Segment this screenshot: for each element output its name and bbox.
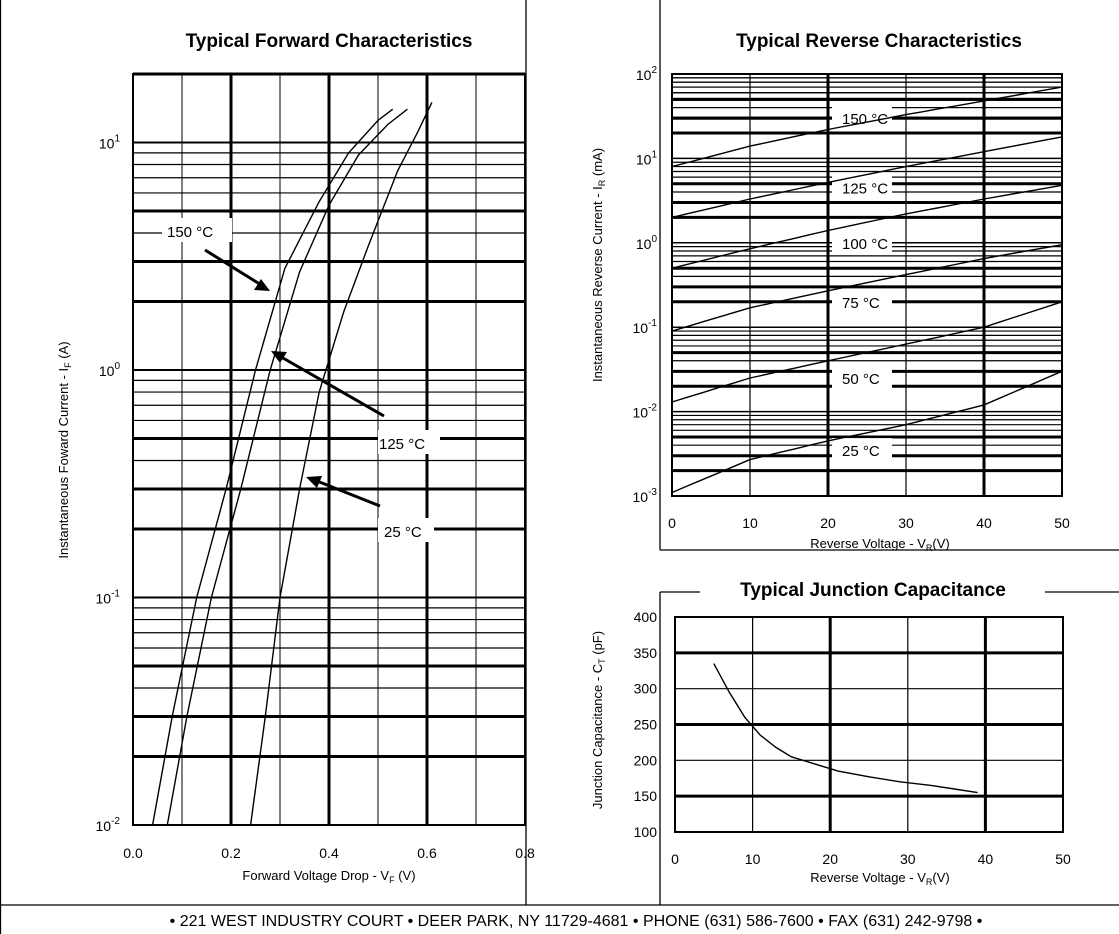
series-line [151,108,394,826]
curves [713,663,978,794]
junction-capacitance-chart: Typical Junction Capacitance 0 10 20 30 40 50… [590,580,1071,887]
x-tick-label: 10 [745,851,761,867]
x-tick-labels: 0 10 20 30 40 50 [671,851,1071,867]
curve-label: 150 °C [842,111,888,128]
y-tick-label: 10-2 [633,403,658,421]
reverse-characteristics-chart: Typical Reverse Characteristics 150 °C 12… [590,31,1070,553]
x-tick-label: 0 [668,515,676,531]
curve-label-background [832,366,892,391]
curve-label: 125 °C [842,181,888,198]
series-line [671,370,1063,494]
y-tick-label: 100 [636,234,658,252]
series-line [671,184,1063,269]
curve-label-background [832,289,892,314]
annotation-label: 25 °C [384,524,422,541]
x-tick-label: 20 [822,851,838,867]
arrow-head [254,279,270,291]
x-tick-labels: 0.0 0.2 0.4 0.6 0.8 [123,845,535,861]
y-tick-labels: 100 150 200 250 300 350 400 [634,609,658,840]
y-tick-label: 101 [99,133,121,151]
x-axis-label: Reverse Voltage - VR(V) [810,870,949,887]
x-tick-labels: 0 10 20 30 40 50 [668,515,1070,531]
arrow-head [271,351,287,363]
curves [671,86,1063,494]
x-tick-label: 50 [1054,515,1070,531]
y-tick-label: 400 [634,609,658,625]
x-axis-label: Forward Voltage Drop - VF (V) [242,868,415,885]
y-tick-label: 300 [634,681,658,697]
x-tick-label: 0.8 [515,845,535,861]
arrow-head [306,476,322,488]
y-tick-label: 102 [636,65,658,83]
y-tick-labels: 10-3 10-2 10-1 100 101 102 [633,65,658,505]
y-tick-label: 10-1 [96,588,121,606]
chart-title: Typical Reverse Characteristics [736,31,1022,52]
curves [151,102,433,826]
plot-frame [132,73,526,826]
grid-lines [675,617,1063,832]
annotation-arrow [204,248,267,290]
x-tick-label: 30 [898,515,914,531]
curve-label: 75 °C [842,295,880,312]
series-line [166,108,408,826]
y-tick-label: 250 [634,717,658,733]
annotation-label: 150 °C [167,224,213,241]
footer-address: • 221 WEST INDUSTRY COURT • DEER PARK, N… [170,913,983,930]
chart-title: Typical Junction Capacitance [740,580,1006,601]
y-axis-label: Instantaneous Reverse Current - IR (mA) [590,148,607,382]
curve-label: 50 °C [842,371,880,388]
series-line [249,102,433,826]
annotation-25c: 25 °C [306,476,434,542]
series-line [713,663,978,794]
series-line [671,244,1063,332]
series-line [671,136,1063,219]
curve-label-background [832,230,892,255]
y-axis-label: Instantaneous Foward Current - IF (A) [56,341,73,558]
y-tick-label: 10-1 [633,318,658,336]
x-axis-label: Reverse Voltage - VR(V) [810,536,949,553]
x-tick-label: 30 [900,851,916,867]
forward-characteristics-chart: Typical Forward Characteristics 0.0 0.2 0.… [56,31,535,885]
x-tick-label: 10 [742,515,758,531]
curve-label: 25 °C [842,443,880,460]
y-tick-label: 150 [634,788,658,804]
x-tick-label: 0.2 [221,845,241,861]
curve-label-background [832,438,892,463]
y-tick-label: 200 [634,752,658,768]
annotation-label: 125 °C [379,436,425,453]
y-tick-label: 100 [634,824,658,840]
x-tick-label: 50 [1055,851,1071,867]
x-tick-label: 0.0 [123,845,143,861]
chart-title: Typical Forward Characteristics [186,31,473,52]
x-tick-label: 40 [978,851,994,867]
x-tick-label: 0.4 [319,845,339,861]
series-line [671,86,1063,168]
x-tick-label: 20 [820,515,836,531]
plot-frame [674,616,1064,833]
y-tick-label: 100 [99,361,121,379]
annotation-arrow [311,477,381,508]
y-tick-labels: 10-2 10-1 100 101 [96,133,121,834]
x-tick-label: 0 [671,851,679,867]
annotation-150c: 150 °C [162,218,270,291]
series-line [671,301,1063,403]
y-tick-label: 10-3 [633,487,658,505]
annotation-arrow [275,352,385,418]
x-tick-label: 40 [976,515,992,531]
plot-frame [671,73,1063,497]
y-tick-label: 101 [636,149,658,167]
y-tick-label: 350 [634,645,658,661]
x-tick-label: 0.6 [417,845,437,861]
annotation-125c: 125 °C [271,351,440,454]
curve-labels: 150 °C 125 °C 100 °C 75 °C 50 °C 25 °C [842,111,888,460]
curve-label: 100 °C [842,236,888,253]
y-axis-label: Junction Capacitance - CT (pF) [590,631,607,809]
y-tick-label: 10-2 [96,816,121,834]
